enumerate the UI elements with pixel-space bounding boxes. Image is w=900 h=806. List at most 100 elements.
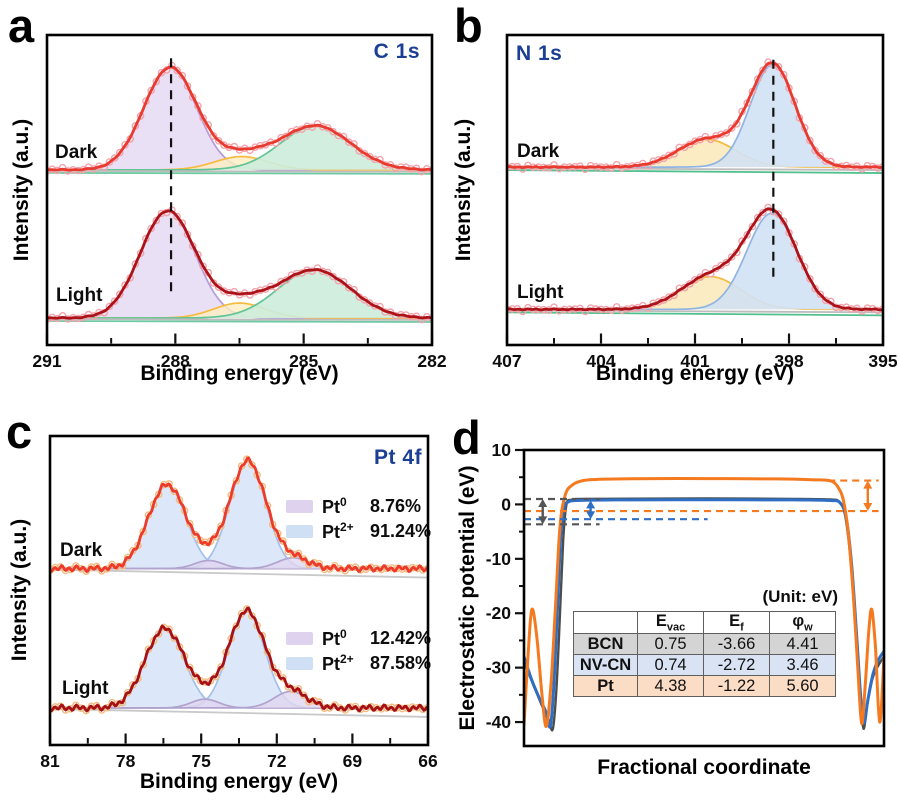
data-marker: [58, 311, 67, 320]
data-marker: [185, 519, 194, 528]
table-row-bcn: BCN 0.75 -3.66 4.41: [573, 633, 836, 656]
legend-row-pt2plus: Pt2+ 87.58%: [286, 651, 431, 676]
y-tick-label: -20: [486, 603, 512, 623]
trace-label-dark: Dark: [517, 141, 560, 162]
pt2plus-percent: 87.58%: [370, 653, 432, 673]
pt4f-xps-plot: 81 78 75 72 69 66: [40, 434, 438, 771]
y-tick-label: -40: [486, 712, 512, 732]
data-marker: [518, 307, 527, 316]
pt0-percent: 8.76%: [370, 496, 422, 516]
panel-letter-c: c: [6, 405, 33, 458]
data-marker: [217, 663, 225, 671]
envelope-line-light: [507, 207, 883, 312]
legend-dark: Pt0 8.76% Pt2+ 91.24%: [286, 494, 431, 544]
header-ef: Ef: [703, 610, 770, 635]
n1s-xps-plot: 407 404 401 398 395: [492, 33, 898, 371]
data-marker: [858, 165, 866, 173]
data-marker: [214, 136, 223, 145]
panel-b: 407 404 401 398 395 b N 1s Dark Light Bindin…: [450, 0, 900, 400]
data-marker: [51, 703, 60, 711]
data-marker: [61, 566, 70, 575]
pt0-swatch: [286, 632, 313, 645]
trace-label-light: Light: [56, 285, 103, 306]
baseline-line: [47, 320, 432, 323]
data-marker: [313, 264, 322, 272]
component-fill-peak-288: [47, 67, 432, 170]
data-marker: [58, 163, 67, 172]
x-tick-label: 395: [868, 351, 897, 371]
baseline-line: [50, 568, 428, 579]
data-marker: [727, 253, 736, 261]
legend-row-pt2plus: Pt2+ 91.24%: [286, 519, 431, 544]
legend-row-pt0: Pt0 8.76%: [286, 494, 431, 519]
y-axis-label: Intensity (a.u.): [452, 118, 475, 262]
data-marker: [232, 622, 241, 630]
data-marker: [398, 565, 406, 573]
data-marker: [82, 567, 90, 575]
pt0-percent: 12.42%: [370, 628, 432, 648]
arrowhead-down: [586, 511, 596, 520]
y-axis-label: Intensity (a.u.): [8, 518, 31, 662]
data-marker: [82, 706, 90, 715]
x-tick-label: 66: [418, 751, 438, 771]
data-marker: [116, 148, 124, 157]
data-marker: [305, 697, 313, 706]
envelope-line-dark: [47, 65, 432, 172]
component-fill-pt2plus-4f7: [50, 461, 428, 569]
data-marker: [748, 222, 757, 231]
pt2plus-percent: 91.24%: [370, 521, 432, 541]
arrowhead-up: [863, 480, 873, 489]
baseline-line: [47, 318, 432, 321]
x-tick-label: 72: [267, 751, 287, 771]
component-line-peak-288: [47, 210, 432, 319]
plot-frame: [505, 33, 885, 347]
arrowhead-up: [538, 498, 548, 507]
component-fill-peak-400: [507, 276, 883, 310]
table-row-pt: Pt 4.38 -1.22 5.60: [573, 675, 836, 698]
data-marker: [774, 210, 783, 218]
x-tick-label: 81: [40, 751, 60, 771]
component-fill-pt2plus-4f7: [50, 611, 428, 708]
data-marker: [581, 307, 590, 316]
data-marker: [116, 290, 124, 299]
data-marker: [764, 203, 772, 212]
arrowhead-down: [538, 516, 548, 525]
data-marker: [173, 212, 181, 221]
envelope-line-dark: [507, 61, 883, 170]
x-tick-label: 288: [161, 351, 190, 371]
arrowhead-down: [863, 503, 873, 512]
data-marker: [550, 161, 558, 169]
data-marker: [217, 522, 225, 530]
data-marker: [806, 274, 814, 283]
x-tick-label: 75: [191, 751, 211, 771]
data-marker: [214, 283, 223, 292]
data-marker: [398, 704, 406, 713]
x-tick-label: 69: [343, 751, 363, 771]
data-marker: [294, 549, 303, 558]
pt2plus-swatch: [286, 657, 313, 670]
table-row-nvcn: NV-CN 0.74 -2.72 3.46: [573, 654, 836, 677]
data-marker: [51, 563, 60, 572]
x-tick-label: 282: [417, 351, 446, 371]
header-evac: Evac: [637, 610, 704, 635]
panel-a: 291 288 285 282 a C 1s Dark Light Binding e…: [0, 0, 450, 400]
data-marker: [105, 158, 114, 166]
envelope-line-dark: [50, 456, 428, 574]
data-marker: [759, 208, 767, 217]
x-tick-label: 407: [492, 351, 521, 371]
data-marker: [110, 154, 119, 162]
potential-curve-pt: [524, 477, 884, 728]
data-marker: [246, 291, 254, 299]
data-marker: [173, 66, 181, 75]
y-tick-label: 0: [501, 494, 511, 514]
x-tick-label: 78: [116, 751, 136, 771]
data-marker: [816, 151, 825, 160]
envelope-line-light: [50, 606, 428, 713]
panel-letter-d: d: [452, 411, 481, 464]
data-marker: [806, 136, 814, 145]
trace-label-dark: Dark: [55, 142, 98, 163]
x-tick-label: 291: [32, 351, 61, 371]
data-marker: [320, 704, 329, 713]
component-fill-peak-286: [47, 303, 432, 318]
